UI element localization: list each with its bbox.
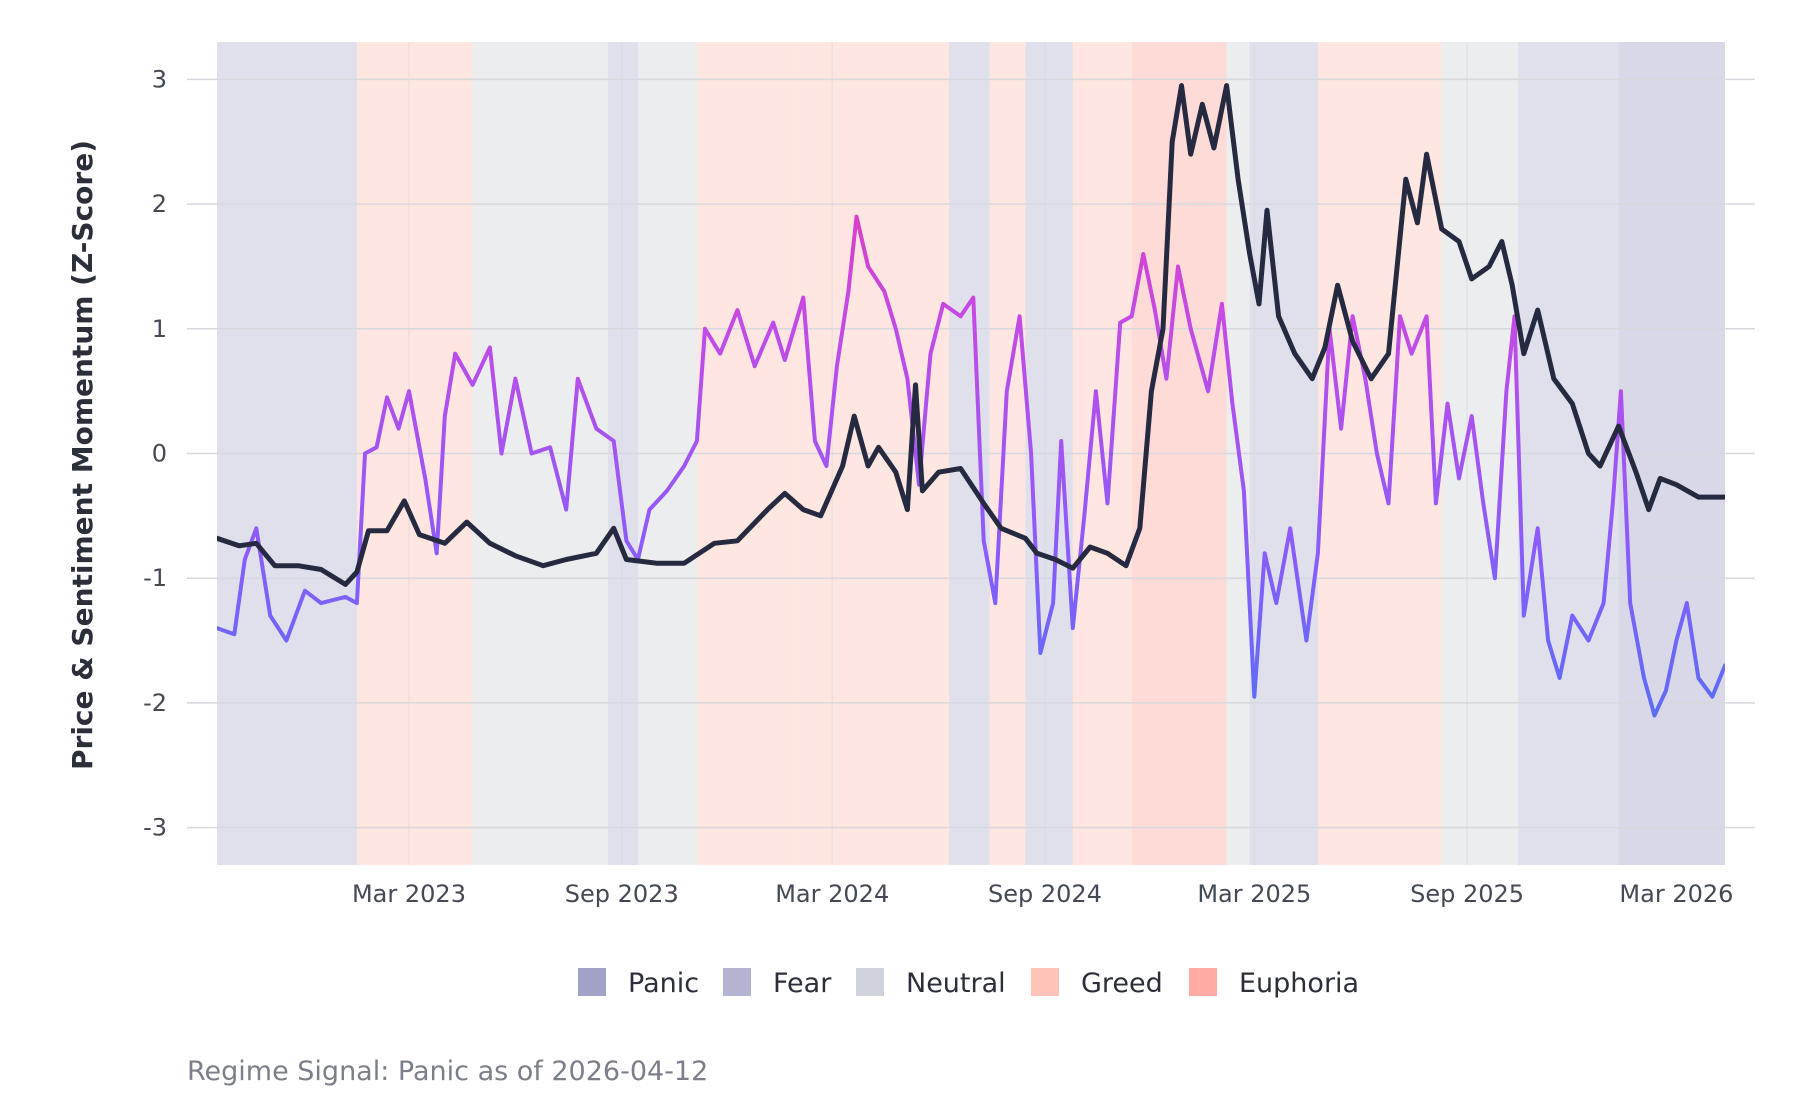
x-tick-label: Sep 2025 xyxy=(1410,880,1524,908)
x-tick-label: Sep 2023 xyxy=(565,880,679,908)
x-tick-label: Mar 2026 xyxy=(1619,880,1733,908)
legend-swatch-neutral xyxy=(856,968,884,996)
x-tick-label: Mar 2024 xyxy=(775,880,889,908)
x-axis-ticks: Mar 2023 Sep 2023 Mar 2024 Sep 2024 Mar 2025… xyxy=(352,880,1733,908)
sentiment-momentum-line xyxy=(217,214,1725,718)
y-tick-label: 1 xyxy=(152,315,167,343)
legend-swatch-greed xyxy=(1031,968,1059,996)
y-tick-label: -2 xyxy=(143,689,167,717)
y-axis-ticks: 3 2 1 0 -1 -2 -3 xyxy=(143,65,167,841)
series-lines xyxy=(217,83,1725,718)
legend-label-euphoria: Euphoria xyxy=(1239,968,1359,999)
x-tick-label: Mar 2025 xyxy=(1197,880,1311,908)
caption: Regime Signal: Panic as of 2026-04-12 xyxy=(187,1056,708,1087)
legend-label-panic: Panic xyxy=(628,968,699,999)
y-axis-title: Price & Sentiment Momentum (Z-Score) xyxy=(66,140,99,770)
legend-label-neutral: Neutral xyxy=(906,968,1006,999)
y-tick-label: 0 xyxy=(152,440,167,468)
y-tick-label: 2 xyxy=(152,190,167,218)
y-tick-label: 3 xyxy=(152,65,167,93)
x-tick-label: Mar 2023 xyxy=(352,880,466,908)
legend-label-fear: Fear xyxy=(773,968,832,999)
legend-swatch-euphoria xyxy=(1189,968,1217,996)
legend-swatch-panic xyxy=(578,968,606,996)
legend: Panic Fear Neutral Greed Euphoria xyxy=(578,968,1359,999)
y-tick-label: -3 xyxy=(143,814,167,842)
legend-swatch-fear xyxy=(723,968,751,996)
price-momentum-line xyxy=(217,83,1725,587)
y-tick-label: -1 xyxy=(143,564,167,592)
legend-label-greed: Greed xyxy=(1081,968,1163,999)
x-tick-label: Sep 2024 xyxy=(988,880,1102,908)
